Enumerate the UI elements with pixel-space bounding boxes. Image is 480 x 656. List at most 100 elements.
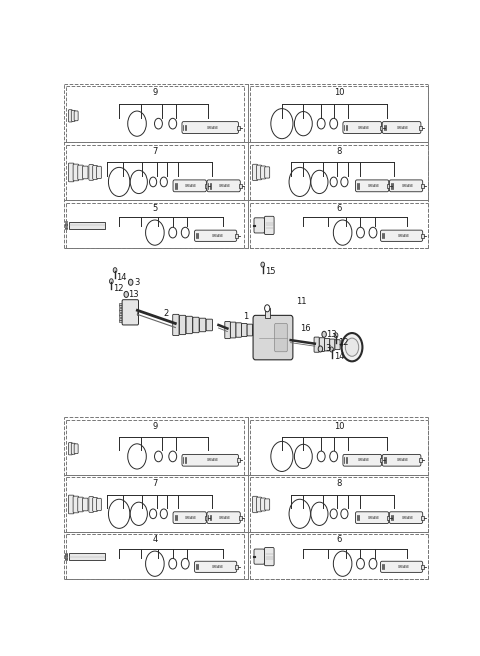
Circle shape	[289, 499, 311, 528]
Circle shape	[169, 558, 177, 569]
Bar	[65, 225, 67, 226]
Bar	[69, 553, 105, 560]
Bar	[65, 556, 67, 558]
Text: 16: 16	[300, 324, 311, 333]
Bar	[380, 459, 383, 462]
Circle shape	[341, 177, 348, 187]
Text: GREASE: GREASE	[212, 565, 224, 569]
Text: 12: 12	[113, 284, 123, 293]
FancyBboxPatch shape	[122, 300, 139, 325]
Circle shape	[155, 118, 162, 129]
Bar	[205, 516, 208, 520]
Bar	[421, 234, 424, 237]
FancyBboxPatch shape	[264, 216, 274, 234]
Bar	[69, 222, 105, 229]
Bar	[387, 184, 390, 188]
Text: GREASE: GREASE	[397, 125, 409, 129]
Bar	[421, 184, 424, 188]
FancyBboxPatch shape	[74, 111, 78, 121]
Circle shape	[345, 338, 359, 356]
Circle shape	[155, 451, 162, 462]
Text: 7: 7	[152, 479, 157, 488]
Bar	[239, 184, 242, 188]
FancyBboxPatch shape	[343, 121, 382, 133]
FancyBboxPatch shape	[264, 548, 274, 565]
Circle shape	[357, 558, 364, 569]
Circle shape	[311, 502, 328, 525]
FancyBboxPatch shape	[96, 499, 101, 510]
Circle shape	[322, 331, 326, 337]
Circle shape	[150, 177, 156, 187]
Text: GREASE: GREASE	[207, 459, 219, 462]
FancyBboxPatch shape	[324, 338, 330, 351]
FancyBboxPatch shape	[69, 110, 72, 122]
Circle shape	[311, 171, 328, 194]
FancyBboxPatch shape	[69, 163, 74, 182]
Text: 4: 4	[152, 535, 157, 544]
Circle shape	[333, 220, 352, 245]
FancyBboxPatch shape	[180, 316, 186, 335]
Text: GREASE: GREASE	[212, 234, 224, 237]
Text: 14: 14	[117, 273, 127, 281]
Circle shape	[334, 333, 338, 338]
Circle shape	[294, 112, 312, 136]
Circle shape	[261, 262, 264, 267]
Bar	[235, 234, 238, 237]
Circle shape	[330, 509, 337, 519]
Bar	[380, 125, 383, 129]
Text: 11: 11	[296, 297, 306, 306]
FancyBboxPatch shape	[389, 180, 423, 192]
FancyBboxPatch shape	[254, 549, 264, 564]
Bar	[264, 308, 270, 318]
Circle shape	[160, 177, 168, 187]
Text: GREASE: GREASE	[219, 184, 231, 188]
FancyBboxPatch shape	[89, 497, 94, 512]
Bar	[119, 305, 122, 307]
Circle shape	[330, 177, 337, 187]
Circle shape	[169, 227, 177, 238]
Text: GREASE: GREASE	[402, 184, 414, 188]
FancyBboxPatch shape	[83, 166, 88, 179]
FancyBboxPatch shape	[355, 180, 389, 192]
Circle shape	[124, 291, 129, 297]
Bar	[421, 516, 424, 520]
FancyBboxPatch shape	[330, 339, 335, 350]
FancyBboxPatch shape	[207, 512, 240, 523]
Text: 6: 6	[336, 535, 342, 544]
FancyBboxPatch shape	[252, 325, 258, 335]
Text: 15: 15	[265, 267, 276, 276]
Text: 9: 9	[152, 89, 157, 98]
FancyBboxPatch shape	[206, 319, 213, 331]
Circle shape	[145, 220, 164, 245]
Circle shape	[271, 109, 293, 138]
Text: GREASE: GREASE	[358, 125, 370, 129]
FancyBboxPatch shape	[275, 323, 288, 352]
Circle shape	[341, 509, 348, 519]
Circle shape	[130, 171, 147, 194]
FancyBboxPatch shape	[194, 562, 237, 573]
Circle shape	[108, 167, 130, 197]
Bar	[119, 318, 122, 320]
FancyBboxPatch shape	[69, 443, 72, 455]
FancyBboxPatch shape	[194, 230, 237, 241]
Text: 7: 7	[152, 147, 157, 155]
FancyBboxPatch shape	[319, 338, 324, 352]
Text: GREASE: GREASE	[185, 516, 197, 520]
Circle shape	[150, 509, 156, 519]
Text: 2: 2	[163, 309, 168, 318]
Circle shape	[160, 509, 168, 519]
FancyBboxPatch shape	[389, 512, 423, 523]
Circle shape	[357, 227, 364, 238]
Circle shape	[330, 347, 334, 352]
FancyBboxPatch shape	[173, 314, 179, 336]
FancyBboxPatch shape	[225, 321, 230, 338]
FancyBboxPatch shape	[89, 165, 94, 180]
FancyBboxPatch shape	[186, 316, 192, 334]
Bar	[237, 125, 240, 129]
Text: 5: 5	[152, 204, 157, 213]
Text: GREASE: GREASE	[185, 184, 197, 188]
FancyBboxPatch shape	[78, 497, 84, 512]
Circle shape	[128, 111, 146, 136]
FancyBboxPatch shape	[247, 324, 252, 336]
Circle shape	[128, 444, 146, 469]
